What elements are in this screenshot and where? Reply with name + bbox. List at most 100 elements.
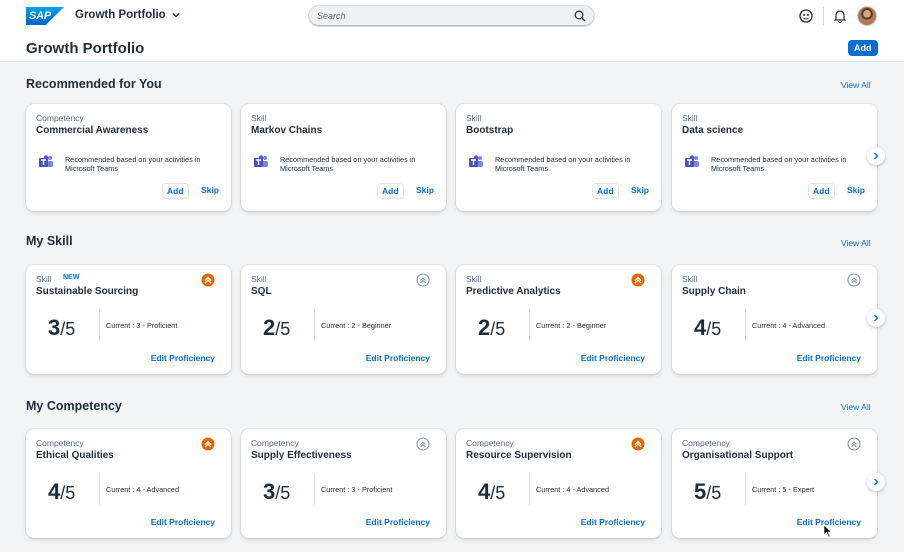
card-name: Ethical Qualities [36,450,114,461]
skill-card[interactable]: Skill SQL 2/5 Current : 2 - Beginner Edi… [241,265,446,374]
card-type: Skill [466,274,482,284]
divider [99,309,100,341]
proficiency-score: 2/5 [263,315,290,341]
card-name: Sustainable Sourcing [36,286,139,297]
search-input[interactable] [317,11,574,21]
skip-button[interactable]: Skip [843,183,869,197]
orange-double-up-arrow-icon [631,273,645,287]
grey-double-up-arrow-icon [416,437,430,451]
current-level: Current : 5 - Expert [752,485,815,494]
score-denominator: /5 [490,483,506,503]
current-level: Current : 4 - Advanced [752,321,826,330]
card-name: Predictive Analytics [466,286,561,297]
edit-proficiency-link[interactable]: Edit Proficiency [150,353,215,363]
divider [99,473,100,505]
recommended-view-all-link[interactable]: View All [841,80,871,90]
recommendation-reason: Recommended based on your activities in … [280,155,416,173]
orange-double-up-arrow-icon [201,437,215,451]
skill-card[interactable]: Skill Supply Chain 4/5 Current : 4 - Adv… [672,265,877,374]
score-denominator: /5 [60,319,76,339]
skill-card[interactable]: Skill Predictive Analytics 2/5 Current :… [456,265,661,374]
next-arrow-button[interactable] [867,147,885,165]
edit-proficiency-link[interactable]: Edit Proficiency [580,353,645,363]
skip-button[interactable]: Skip [627,183,653,197]
next-arrow-button[interactable] [867,473,885,491]
recommended-card[interactable]: Competency Commercial Awareness Recommen… [26,104,231,211]
proficiency-score: 3/5 [263,479,290,505]
search-field[interactable] [308,5,595,27]
card-name: Commercial Awareness [36,125,149,136]
shell-bar: SAP Growth Portfolio [0,0,904,32]
edit-proficiency-link[interactable]: Edit Proficiency [580,517,645,527]
recommended-card[interactable]: Skill Data science Recommended based on … [672,104,877,211]
orange-double-up-arrow-icon [201,273,215,287]
recommended-card[interactable]: Skill Markov Chains Recommended based on… [241,104,446,211]
proficiency-score: 4/5 [694,315,721,341]
score-denominator: /5 [490,319,506,339]
microsoft-teams-icon [254,155,268,167]
edit-proficiency-link[interactable]: Edit Proficiency [365,353,430,363]
next-arrow-button[interactable] [867,309,885,327]
proficiency-score: 3/5 [48,315,75,341]
current-level: Current : 3 - Proficient [321,485,393,494]
score-value: 2 [263,315,276,340]
skip-button[interactable]: Skip [197,183,223,197]
app-title-menu[interactable]: Growth Portfolio [75,9,180,21]
page-header: Growth Portfolio Add [0,32,904,62]
score-denominator: /5 [706,319,722,339]
score-value: 4 [48,479,61,504]
recommended-section-title: Recommended for You [26,77,162,91]
grey-double-up-arrow-icon [847,437,861,451]
edit-proficiency-link[interactable]: Edit Proficiency [365,517,430,527]
add-button[interactable]: Add [377,183,404,199]
add-button[interactable]: Add [592,183,619,199]
competency-card[interactable]: Competency Resource Supervision 4/5 Curr… [456,429,661,538]
edit-proficiency-link[interactable]: Edit Proficiency [796,517,861,527]
card-type: Skill [251,113,267,123]
my-skill-view-all-link[interactable]: View All [841,238,871,248]
current-level: Current : 4 - Advanced [536,485,610,494]
add-button[interactable]: Add [848,40,878,56]
card-name: Markov Chains [251,125,323,136]
edit-proficiency-link[interactable]: Edit Proficiency [150,517,215,527]
chevron-right-icon [874,478,879,486]
competency-card[interactable]: Competency Supply Effectiveness 3/5 Curr… [241,429,446,538]
microsoft-teams-icon [469,155,483,167]
score-denominator: /5 [275,319,291,339]
competency-card[interactable]: Competency Ethical Qualities 4/5 Current… [26,429,231,538]
proficiency-score: 4/5 [48,479,75,505]
my-competency-view-all-link[interactable]: View All [841,402,871,412]
edit-proficiency-link[interactable]: Edit Proficiency [796,353,861,363]
skip-button[interactable]: Skip [412,183,438,197]
card-name: Supply Chain [682,286,746,297]
score-value: 4 [478,479,491,504]
competency-card[interactable]: Competency Organisational Support 5/5 Cu… [672,429,877,538]
card-type: Competency [36,113,84,123]
proficiency-score: 2/5 [478,315,505,341]
mouse-pointer-icon [823,524,833,538]
microsoft-teams-icon [39,155,53,167]
current-level: Current : 3 - Proficient [106,321,178,330]
score-denominator: /5 [275,483,291,503]
proficiency-score: 4/5 [478,479,505,505]
score-denominator: /5 [706,483,722,503]
chevron-down-icon [172,12,180,18]
card-name: SQL [251,286,272,297]
grey-double-up-arrow-icon [847,273,861,287]
joule-assistant-icon[interactable] [798,8,814,24]
card-type: Competency [466,438,514,448]
score-value: 5 [694,479,707,504]
bell-icon[interactable] [832,8,848,24]
search-icon[interactable] [574,10,586,22]
card-name: Resource Supervision [466,450,572,461]
user-avatar[interactable] [857,6,877,26]
grey-double-up-arrow-icon [416,273,430,287]
sap-logo[interactable]: SAP [26,7,64,25]
card-type: Competency [251,438,299,448]
microsoft-teams-icon [685,155,699,167]
recommended-card[interactable]: Skill Bootstrap Recommended based on you… [456,104,661,211]
add-button[interactable]: Add [808,183,835,199]
shell-divider [823,7,824,25]
add-button[interactable]: Add [162,183,189,199]
skill-card[interactable]: Skill NEW Sustainable Sourcing 3/5 Curre… [26,265,231,374]
